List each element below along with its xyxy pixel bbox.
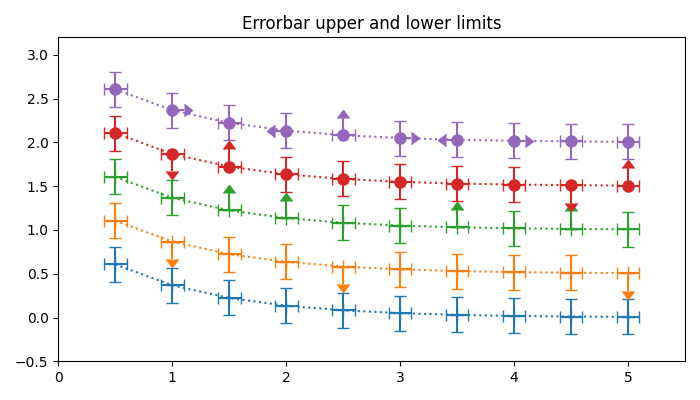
Title: Errorbar upper and lower limits: Errorbar upper and lower limits: [241, 15, 501, 33]
